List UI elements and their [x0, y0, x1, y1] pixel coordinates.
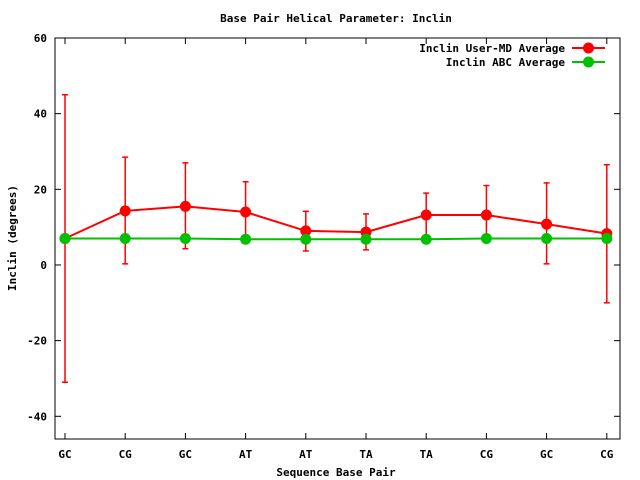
- legend-label: Inclin ABC Average: [446, 56, 566, 69]
- data-point: [541, 233, 553, 244]
- y-tick-label: 20: [34, 183, 47, 196]
- data-point: [480, 233, 492, 244]
- axes: -40 -20 0 20 40 60 GC CG GC AT AT TA TA CG GC CG: [27, 32, 620, 461]
- series-1: [59, 93, 613, 384]
- data-point: [360, 233, 372, 245]
- series-layer: [59, 93, 613, 384]
- series-2: [59, 233, 613, 245]
- x-axis-label: Sequence Base Pair: [276, 466, 396, 479]
- chart-title: Base Pair Helical Parameter: Inclin: [220, 12, 452, 25]
- data-point: [179, 200, 191, 212]
- y-tick-label: 40: [34, 108, 47, 121]
- legend-marker: [583, 56, 594, 68]
- legend-marker: [583, 42, 594, 54]
- legend-label: Inclin User-MD Average: [419, 42, 565, 55]
- x-tick-label: TA: [359, 448, 373, 461]
- y-tick-label: -40: [27, 410, 47, 423]
- data-point: [601, 233, 613, 244]
- x-tick-label: CG: [480, 448, 494, 461]
- x-tick-label: CG: [600, 448, 614, 461]
- x-tick-label: GC: [540, 448, 553, 461]
- y-tick-label: -20: [27, 335, 47, 348]
- data-point: [59, 233, 71, 244]
- x-tick-label: GC: [58, 448, 71, 461]
- x-tick-label: TA: [420, 448, 434, 461]
- x-tick-label: GC: [179, 448, 192, 461]
- data-point: [240, 206, 252, 218]
- data-point: [420, 233, 432, 245]
- series-line: [65, 237, 607, 241]
- x-tick-label: AT: [239, 448, 253, 461]
- data-point: [300, 233, 312, 245]
- data-point: [179, 233, 191, 244]
- y-tick-label: 0: [40, 259, 47, 272]
- data-point: [119, 233, 131, 244]
- plot-frame: [54, 37, 621, 440]
- y-tick-label: 60: [34, 32, 47, 45]
- data-point: [541, 218, 553, 230]
- data-point: [300, 225, 312, 237]
- x-tick-label: CG: [119, 448, 133, 461]
- series-line: [64, 205, 607, 240]
- y-axis-label: Inclin (degrees): [6, 185, 19, 291]
- data-point: [480, 209, 492, 221]
- x-tick-label: AT: [299, 448, 313, 461]
- data-point: [119, 205, 131, 217]
- data-point: [240, 233, 252, 245]
- data-point: [420, 209, 432, 221]
